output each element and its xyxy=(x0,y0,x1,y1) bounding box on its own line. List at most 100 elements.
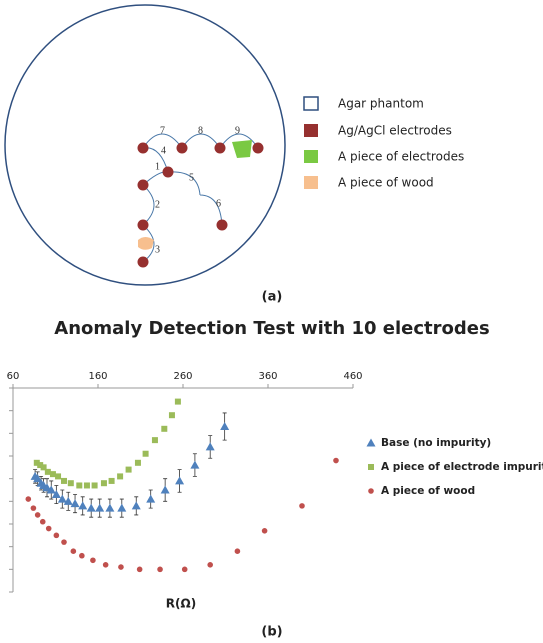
point xyxy=(181,566,188,573)
legend-swatch xyxy=(304,150,318,163)
electrode-label: 3 xyxy=(155,244,160,255)
point xyxy=(63,496,73,505)
point xyxy=(117,503,127,512)
point xyxy=(142,450,149,457)
legend-label: Agar phantom xyxy=(338,97,424,111)
point xyxy=(30,505,37,511)
legend-marker xyxy=(368,464,374,470)
caption: (a) xyxy=(262,290,283,305)
x-tick-label: 360 xyxy=(258,371,277,382)
point xyxy=(261,528,268,534)
point xyxy=(79,552,85,559)
point xyxy=(234,548,241,554)
point xyxy=(125,466,132,473)
point xyxy=(333,457,339,464)
point xyxy=(117,473,124,480)
legend-label: A piece of wood xyxy=(381,485,475,497)
legend-label: A piece of wood xyxy=(338,176,434,190)
point xyxy=(160,485,170,494)
legend-label: Ag/AgCl electrodes xyxy=(338,124,452,138)
electrode-label: 1 xyxy=(155,161,160,172)
point xyxy=(151,437,158,444)
point xyxy=(161,425,168,432)
electrode xyxy=(137,256,149,268)
electrode-label: 9 xyxy=(235,125,240,136)
electrode-label: 8 xyxy=(198,125,203,136)
legend-label: Base (no impurity) xyxy=(381,437,491,449)
point xyxy=(95,503,105,512)
point xyxy=(168,412,175,419)
point xyxy=(25,496,32,502)
point xyxy=(70,499,80,508)
electrode xyxy=(216,219,228,231)
wood-piece xyxy=(138,237,154,250)
point xyxy=(175,476,185,485)
legend-marker xyxy=(366,438,376,447)
point xyxy=(90,557,96,564)
legend-marker xyxy=(368,488,374,494)
legend-swatch xyxy=(304,176,318,189)
point xyxy=(55,473,62,480)
point xyxy=(86,503,96,512)
electrode xyxy=(137,219,149,231)
point xyxy=(102,562,109,568)
point xyxy=(174,398,181,405)
point xyxy=(40,464,47,471)
connections xyxy=(142,133,259,263)
point xyxy=(53,532,60,539)
legend-swatch xyxy=(303,96,319,111)
point xyxy=(207,562,213,568)
electrode xyxy=(162,166,174,178)
point xyxy=(37,462,44,469)
point xyxy=(57,494,67,503)
electrode xyxy=(137,142,149,154)
point xyxy=(34,512,41,518)
electrode-piece xyxy=(232,140,252,158)
point xyxy=(44,468,51,475)
electrode xyxy=(214,142,226,154)
point xyxy=(108,477,115,484)
chart-title: Anomaly Detection Test with 10 electrode… xyxy=(54,318,489,339)
point xyxy=(61,539,67,545)
point xyxy=(33,474,43,483)
caption: (b) xyxy=(261,625,282,640)
point xyxy=(33,459,40,466)
point xyxy=(91,482,98,489)
x-tick-label: 160 xyxy=(88,371,107,382)
point xyxy=(67,480,74,487)
legend-label: A piece of electrode impurity xyxy=(381,461,543,473)
point xyxy=(190,460,200,469)
electrode-label: 7 xyxy=(160,125,165,136)
point xyxy=(146,494,156,503)
point xyxy=(78,501,88,510)
point xyxy=(51,490,61,499)
point xyxy=(220,422,230,431)
point xyxy=(118,564,124,570)
x-tick-label: 60 xyxy=(7,371,20,382)
point xyxy=(83,482,90,489)
electrodes xyxy=(137,142,264,268)
x-axis-label: R(Ω) xyxy=(166,597,196,611)
x-tick-label: 260 xyxy=(173,371,192,382)
x-tick-label: 460 xyxy=(343,371,362,382)
electrode-label: 4 xyxy=(161,145,166,156)
diagram: 1 2 3 4 5 6 7 8 9 Agar phantom Ag/AgCl e… xyxy=(4,4,464,305)
point xyxy=(105,503,115,512)
point xyxy=(70,548,77,554)
point xyxy=(134,459,141,466)
point xyxy=(39,518,46,525)
electrode xyxy=(137,179,149,191)
point xyxy=(46,485,56,494)
point xyxy=(157,566,163,573)
legend-swatch xyxy=(304,124,318,137)
electrode xyxy=(252,142,264,154)
point xyxy=(136,566,143,573)
point xyxy=(76,482,83,489)
electrode-label: 6 xyxy=(216,198,221,209)
electrode xyxy=(176,142,188,154)
point xyxy=(61,477,67,484)
legend-label: A piece of electrodes xyxy=(338,150,464,164)
electrode-label: 5 xyxy=(189,172,194,183)
point xyxy=(299,503,305,509)
